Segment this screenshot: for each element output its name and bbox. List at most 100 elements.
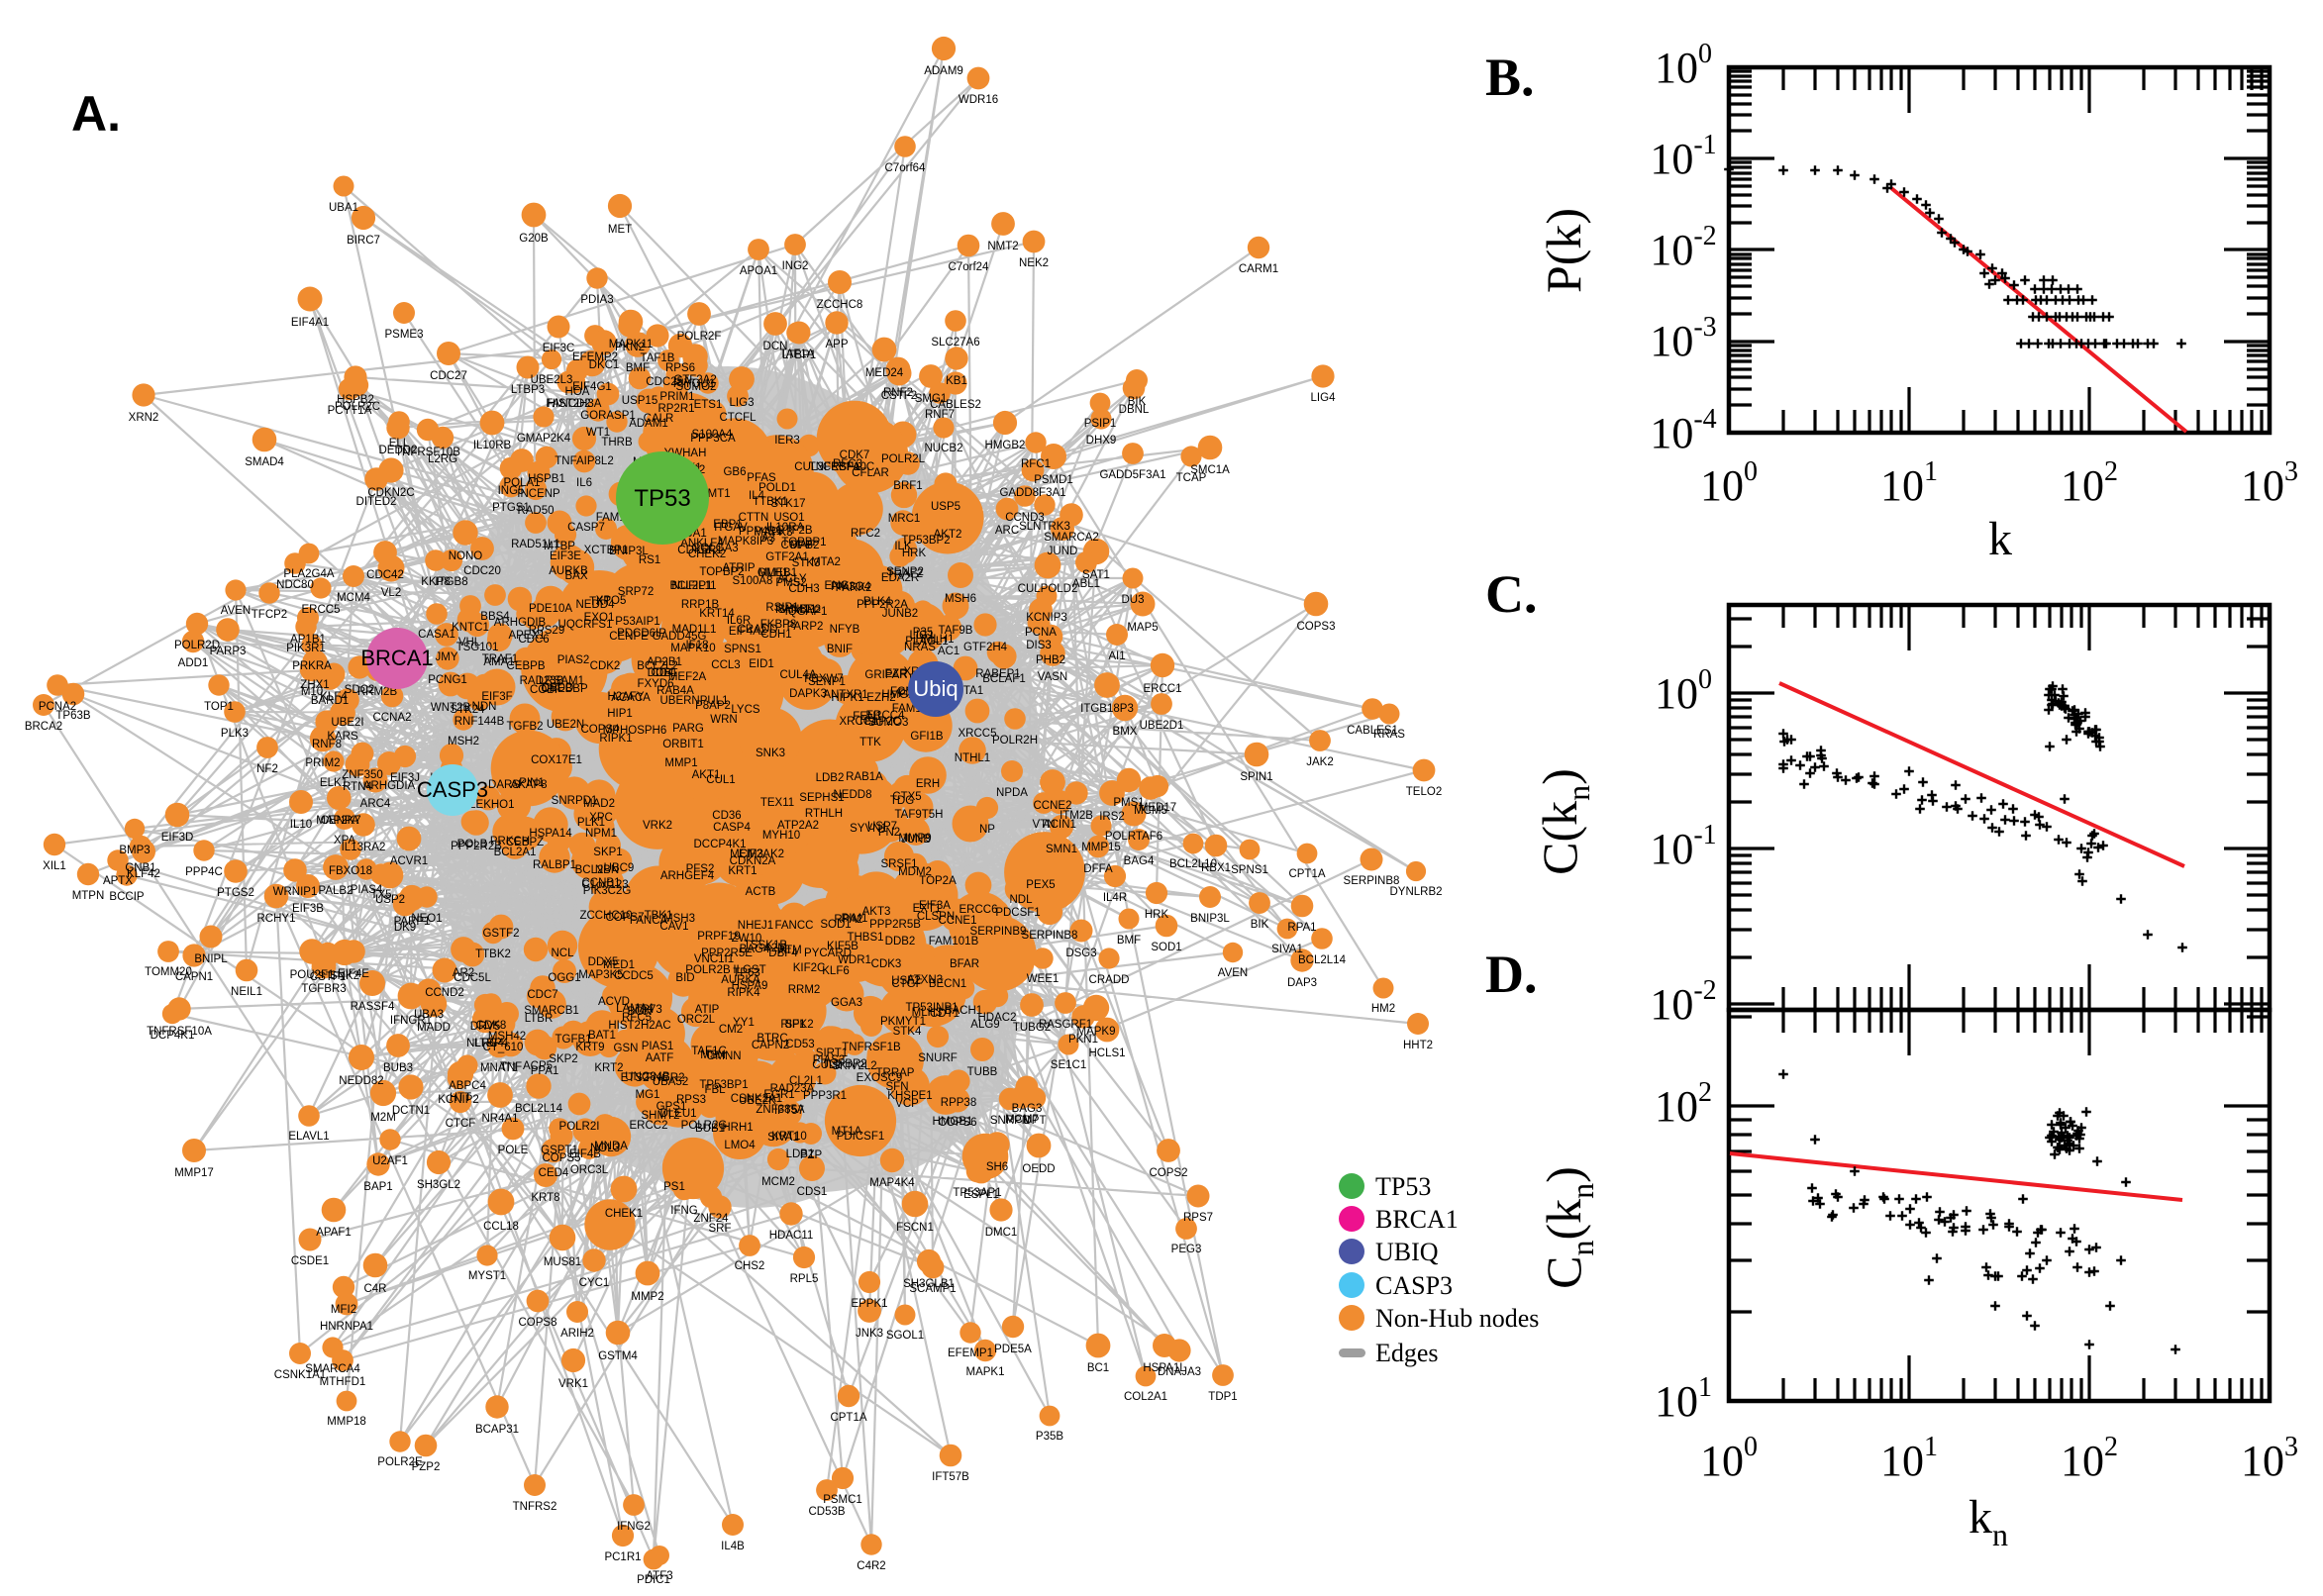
svg-text:CENPE: CENPE xyxy=(609,631,649,643)
svg-text:ABL1: ABL1 xyxy=(1072,578,1100,590)
svg-text:TOPBP1: TOPBP1 xyxy=(781,537,826,549)
svg-text:PPP3CA: PPP3CA xyxy=(690,433,736,445)
svg-text:MET: MET xyxy=(608,224,632,236)
svg-text:MAPK10: MAPK10 xyxy=(670,643,715,654)
svg-text:XCTBP1: XCTBP1 xyxy=(584,545,629,556)
svg-text:KIF2C: KIF2C xyxy=(793,962,826,974)
svg-text:HSPA9: HSPA9 xyxy=(732,980,768,992)
svg-text:EIF3C: EIF3C xyxy=(543,343,575,354)
svg-text:ADD1: ADD1 xyxy=(178,657,209,669)
svg-text:HCLS1: HCLS1 xyxy=(1088,1047,1125,1059)
svg-text:OEDD: OEDD xyxy=(1022,1163,1055,1175)
svg-text:THRB: THRB xyxy=(601,437,633,449)
svg-text:EIF4A2: EIF4A2 xyxy=(729,626,766,638)
svg-text:MMP1: MMP1 xyxy=(664,757,697,769)
svg-text:PIYOU1: PIYOU1 xyxy=(673,378,715,390)
svg-text:DSG3: DSG3 xyxy=(1065,948,1096,959)
svg-text:ATIP: ATIP xyxy=(695,1004,720,1016)
svg-text:BCL2: BCL2 xyxy=(575,864,604,876)
svg-text:RANBP2: RANBP2 xyxy=(775,604,821,616)
svg-text:PCNA2: PCNA2 xyxy=(39,701,76,713)
svg-text:CHS2: CHS2 xyxy=(735,1260,765,1272)
svg-text:NPDA: NPDA xyxy=(996,787,1028,799)
svg-text:POLA1: POLA1 xyxy=(503,477,540,489)
svg-text:IL4: IL4 xyxy=(749,490,765,502)
svg-text:CAPN2: CAPN2 xyxy=(752,1040,789,1051)
svg-text:KKP8: KKP8 xyxy=(421,576,450,588)
svg-text:PN2: PN2 xyxy=(878,827,900,839)
svg-text:RBX1: RBX1 xyxy=(1201,862,1231,874)
svg-text:GSPT1: GSPT1 xyxy=(541,1145,578,1156)
svg-text:MCM3: MCM3 xyxy=(730,848,763,860)
svg-text:HIST2H3A: HIST2H3A xyxy=(548,398,602,410)
svg-text:RIPK4: RIPK4 xyxy=(727,987,760,999)
svg-text:CPT1A: CPT1A xyxy=(830,1412,866,1424)
svg-text:SMAD4: SMAD4 xyxy=(245,456,284,468)
svg-text:MDM2: MDM2 xyxy=(898,866,932,878)
svg-text:ITM2B: ITM2B xyxy=(1060,810,1093,822)
svg-text:NP: NP xyxy=(979,824,995,836)
svg-text:EDA2R: EDA2R xyxy=(881,572,919,584)
svg-text:BNIP3L: BNIP3L xyxy=(1190,913,1230,925)
svg-text:OGG1: OGG1 xyxy=(548,972,580,984)
svg-text:CRADD: CRADD xyxy=(1089,974,1130,986)
svg-text:TDP1: TDP1 xyxy=(1208,1391,1237,1403)
svg-text:RNF2: RNF2 xyxy=(883,387,913,399)
svg-text:CALR: CALR xyxy=(644,413,674,425)
svg-text:PDIC1: PDIC1 xyxy=(637,1574,670,1586)
svg-text:VRK2: VRK2 xyxy=(643,820,672,832)
svg-text:NEK2: NEK2 xyxy=(1019,257,1049,269)
svg-text:UQCRFS1: UQCRFS1 xyxy=(558,619,613,631)
svg-text:PALB2: PALB2 xyxy=(319,885,354,897)
svg-text:CDC27: CDC27 xyxy=(430,370,467,382)
svg-text:CCND3: CCND3 xyxy=(1005,512,1045,524)
svg-text:ATM: ATM xyxy=(778,945,801,956)
svg-text:POLRTAF6: POLRTAF6 xyxy=(1105,831,1162,843)
svg-text:TELO2: TELO2 xyxy=(1406,786,1442,798)
svg-text:ING2: ING2 xyxy=(782,260,809,272)
svg-text:IL4R: IL4R xyxy=(1103,892,1127,904)
svg-text:PFS2: PFS2 xyxy=(686,863,715,875)
svg-text:BRCA1: BRCA1 xyxy=(1375,1205,1459,1234)
svg-text:KIF5B: KIF5B xyxy=(827,941,858,952)
svg-text:PCYT1A: PCYT1A xyxy=(328,405,372,417)
svg-text:CDC5L: CDC5L xyxy=(454,972,491,984)
svg-text:MSN: MSN xyxy=(700,1049,726,1061)
svg-text:MTA2: MTA2 xyxy=(811,556,841,568)
svg-text:BNIF: BNIF xyxy=(827,644,853,655)
svg-text:PLAGL1: PLAGL1 xyxy=(905,636,948,648)
svg-text:EID1: EID1 xyxy=(749,658,774,670)
svg-text:DCN: DCN xyxy=(763,341,788,352)
svg-text:HIST2H2AC: HIST2H2AC xyxy=(608,1020,670,1032)
svg-text:PLK1: PLK1 xyxy=(577,817,605,829)
svg-text:ALG9: ALG9 xyxy=(970,1019,999,1031)
svg-text:ARHGDIB: ARHGDIB xyxy=(494,617,547,629)
svg-text:KLF4: KLF4 xyxy=(320,691,348,703)
svg-text:WEE1: WEE1 xyxy=(1027,973,1060,985)
svg-text:PARP2: PARP2 xyxy=(787,621,824,633)
svg-text:SMC1A: SMC1A xyxy=(1190,464,1230,476)
svg-text:DCCP4K1: DCCP4K1 xyxy=(693,839,746,850)
svg-text:D.: D. xyxy=(1485,945,1538,1004)
svg-text:VL2: VL2 xyxy=(381,587,401,599)
svg-text:EZR: EZR xyxy=(885,668,908,680)
svg-text:ATF3: ATF3 xyxy=(646,1570,672,1582)
svg-text:PPA1: PPA1 xyxy=(531,1065,559,1077)
svg-text:WT1: WT1 xyxy=(586,427,610,439)
svg-text:CSNK1A1: CSNK1A1 xyxy=(274,1369,326,1381)
svg-text:ANTXR1: ANTXR1 xyxy=(823,689,867,701)
svg-text:SMARCB1: SMARCB1 xyxy=(524,1005,579,1017)
svg-text:TOMM20: TOMM20 xyxy=(145,966,192,978)
svg-text:ACTB: ACTB xyxy=(746,886,776,898)
svg-text:TP53: TP53 xyxy=(1375,1172,1431,1201)
svg-text:CCDC5: CCDC5 xyxy=(614,970,654,982)
svg-text:RPA1: RPA1 xyxy=(1287,922,1316,934)
svg-text:HIPK1: HIPK1 xyxy=(831,692,863,704)
svg-text:ACIN1: ACIN1 xyxy=(1043,819,1076,831)
svg-text:Edges: Edges xyxy=(1375,1339,1439,1367)
svg-text:CTTN: CTTN xyxy=(739,512,769,524)
svg-text:AP2B1: AP2B1 xyxy=(647,656,682,668)
svg-text:C4R2: C4R2 xyxy=(857,1560,885,1572)
svg-text:EPPK1: EPPK1 xyxy=(851,1298,887,1310)
svg-text:IRS2: IRS2 xyxy=(1099,811,1125,823)
